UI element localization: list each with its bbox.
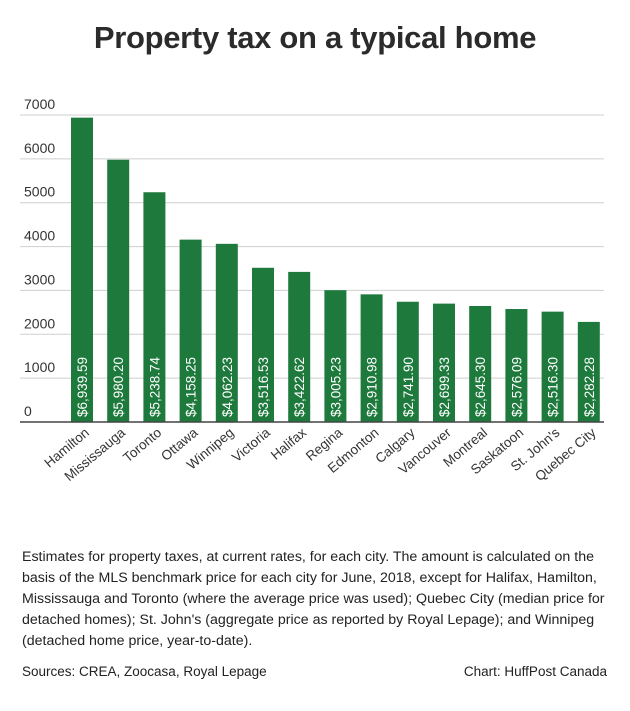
bar [252,267,274,422]
bar [215,243,238,422]
bar-value-label: $2,741.90 [401,357,416,417]
chart-title: Property tax on a typical home [93,20,537,55]
y-axis-ticks: 0 1000 2000 3000 4000 5000 6000 7000 [24,96,55,419]
y-tick-label: 7000 [24,96,55,112]
bars: $6,939.59 $5,980.20 $5,238.74 $4,158.25 $4,0… [71,117,600,422]
bar-value-label: $3,422.62 [292,357,307,417]
bar [469,305,492,422]
bar [541,311,564,422]
bar [577,321,600,422]
bar-value-label: $3,005.23 [328,357,343,417]
y-tick-label: 6000 [24,140,55,156]
sources-text: Sources: CREA, Zoocasa, Royal Lepage [22,664,267,679]
y-tick-label: 0 [24,403,32,419]
x-axis-ticks: HamiltonMississaugaTorontoOttawaWinnipeg… [41,424,598,484]
bar-value-label: $2,576.09 [509,357,524,417]
bar-value-label: $2,699.33 [437,357,452,417]
bar-value-label: $5,980.20 [111,357,126,417]
bar-value-label: $2,910.98 [365,357,380,417]
y-tick-label: 3000 [24,271,55,287]
credit-text: Chart: HuffPost Canada [463,664,607,679]
bar-value-label: $6,939.59 [75,357,90,417]
bar [324,290,347,422]
x-tick-label: Toronto [120,425,164,465]
bar-value-label: $5,238.74 [147,356,162,417]
bar [71,117,93,422]
bar [288,271,311,422]
bar-value-label: $4,062.23 [220,357,235,417]
y-tick-label: 4000 [24,228,55,244]
y-tick-label: 2000 [24,315,55,331]
bar [179,239,202,422]
bar [107,159,130,422]
chart-note: Estimates for property taxes, at current… [22,549,605,649]
y-tick-label: 1000 [24,359,55,375]
bar [396,301,419,422]
bar [433,303,455,422]
y-tick-label: 5000 [24,184,55,200]
bar [143,192,166,422]
bar-value-label: $2,282.28 [582,357,597,417]
bar [360,294,383,422]
bar-value-label: $2,516.30 [546,357,561,417]
chart-footer: Sources: CREA, Zoocasa, Royal Lepage Cha… [22,664,607,679]
x-tick-label: Victoria [229,424,273,465]
x-tick-label: Halifax [268,425,309,463]
bar-value-label: $4,158.25 [184,357,199,417]
bar-value-label: $2,645.30 [473,357,488,417]
bar-value-label: $3,516.53 [256,357,271,417]
bar [505,309,528,422]
